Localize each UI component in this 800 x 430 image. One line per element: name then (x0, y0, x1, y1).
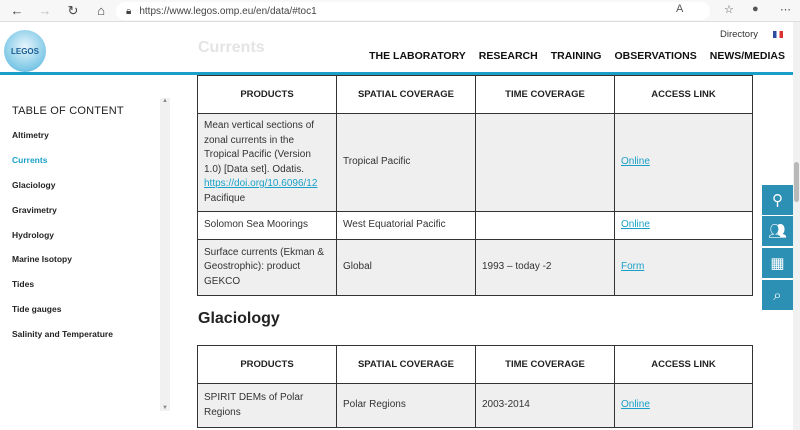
col-spatial: SPATIAL COVERAGE (336, 345, 476, 384)
currents-table: PRODUCTS SPATIAL COVERAGE TIME COVERAGE ACC… (197, 75, 753, 296)
product-tail: Pacifique (204, 192, 246, 204)
read-aloud-icon[interactable]: A (676, 3, 684, 15)
toc-tide-gauges[interactable]: Tide gauges (12, 304, 62, 315)
time-cell: 1993 – today -2 (475, 239, 615, 296)
nav-observations[interactable]: OBSERVATIONS (614, 50, 697, 62)
spatial-cell: West Equatorial Pacific (336, 211, 476, 240)
glaciology-table: PRODUCTS SPATIAL COVERAGE TIME COVERAGE ACC… (197, 345, 753, 428)
spatial-cell: Polar Regions (336, 383, 476, 428)
legos-logo[interactable]: LEGOS (4, 30, 46, 72)
toc-glaciology[interactable]: Glaciology (12, 179, 56, 190)
search-icon[interactable]: ⌕ (762, 280, 793, 311)
spatial-cell: Global (336, 239, 476, 296)
col-time: TIME COVERAGE (475, 75, 615, 114)
forward-icon[interactable]: → (38, 3, 52, 18)
reload-icon[interactable]: ↻ (67, 2, 79, 18)
form-link[interactable]: Form (621, 261, 645, 273)
lock-icon: 🔒︎ (126, 5, 132, 17)
online-link[interactable]: Online (621, 156, 650, 168)
toc-currents[interactable]: Currents (12, 154, 48, 165)
table-row: Mean vertical sections of zonal currents… (197, 113, 753, 212)
home-icon[interactable]: ⌂ (97, 3, 105, 18)
page-scrollbar[interactable] (793, 22, 800, 430)
profile-icon[interactable]: ● (752, 3, 759, 15)
main-nav: THE LABORATORY RESEARCH TRAINING OBSERVA… (369, 50, 785, 62)
nav-research[interactable]: RESEARCH (478, 50, 538, 62)
site-header: LEGOS Currents Directory THE LABORATORY … (0, 22, 793, 75)
browser-toolbar: ← → ↻ ⌂ 🔒︎ https://www.legos.omp.eu/en/da… (0, 0, 800, 22)
col-time: TIME COVERAGE (475, 345, 615, 384)
map-pin-icon[interactable]: ⚲ (762, 185, 793, 216)
product-text: Solomon Sea Moorings (197, 211, 337, 240)
toc-gravimetry[interactable]: Gravimetry (12, 204, 57, 215)
toc-salinity[interactable]: Salinity and Temperature (12, 329, 113, 340)
address-bar[interactable]: 🔒︎ https://www.legos.omp.eu/en/data/#toc1 (116, 2, 710, 20)
toc-hydrology[interactable]: Hydrology (12, 229, 55, 240)
time-cell: 2003-2014 (475, 383, 615, 428)
time-cell (475, 113, 615, 212)
french-flag-icon[interactable] (773, 31, 783, 38)
online-link[interactable]: Online (621, 399, 650, 411)
nav-training[interactable]: TRAINING (550, 50, 602, 62)
col-products: PRODUCTS (197, 345, 337, 384)
users-icon[interactable]: 👥︎ (762, 216, 793, 247)
col-spatial: SPATIAL COVERAGE (336, 75, 476, 114)
favorites-icon[interactable]: ☆ (724, 4, 734, 16)
glaciology-heading: Glaciology (198, 310, 280, 327)
toc-sidebar: TABLE OF CONTENT Altimetry Currents Glac… (0, 78, 170, 430)
toc-title: TABLE OF CONTENT (12, 105, 124, 117)
table-row: SPIRIT DEMs of Polar Regions Polar Regio… (197, 383, 753, 428)
col-access: ACCESS LINK (614, 75, 753, 114)
back-icon[interactable]: ← (10, 3, 24, 18)
nav-news[interactable]: NEWS/MEDIAS (709, 50, 785, 62)
toc-marine-isotopy[interactable]: Marine Isotopy (12, 254, 72, 265)
directory-link[interactable]: Directory (720, 29, 759, 40)
col-access: ACCESS LINK (614, 345, 753, 384)
time-cell (475, 211, 615, 240)
product-text: Mean vertical sections of zonal currents… (204, 120, 315, 175)
toc-altimetry[interactable]: Altimetry (12, 130, 49, 140)
ghost-title: Currents (198, 39, 265, 56)
product-text: SPIRIT DEMs of Polar Regions (197, 383, 337, 428)
product-text: Surface currents (Ekman & Geostrophic): … (197, 239, 337, 296)
sidebar-scrollbar[interactable] (160, 98, 170, 411)
url-text: https://www.legos.omp.eu/en/data/#toc1 (139, 5, 317, 17)
table-row: Solomon Sea Moorings West Equatorial Pac… (197, 211, 753, 240)
page-scrollbar-thumb[interactable] (794, 162, 799, 202)
toc-tides[interactable]: Tides (12, 279, 35, 290)
more-icon[interactable]: ⋯ (780, 4, 791, 16)
nav-laboratory[interactable]: THE LABORATORY (369, 50, 466, 62)
col-products: PRODUCTS (197, 75, 337, 114)
table-row: Surface currents (Ekman & Geostrophic): … (197, 239, 753, 296)
calendar-icon[interactable]: ▦ (762, 248, 793, 279)
doi-link[interactable]: https://doi.org/10.6096/12 (204, 178, 318, 189)
online-link[interactable]: Online (621, 219, 650, 231)
spatial-cell: Tropical Pacific (336, 113, 476, 212)
